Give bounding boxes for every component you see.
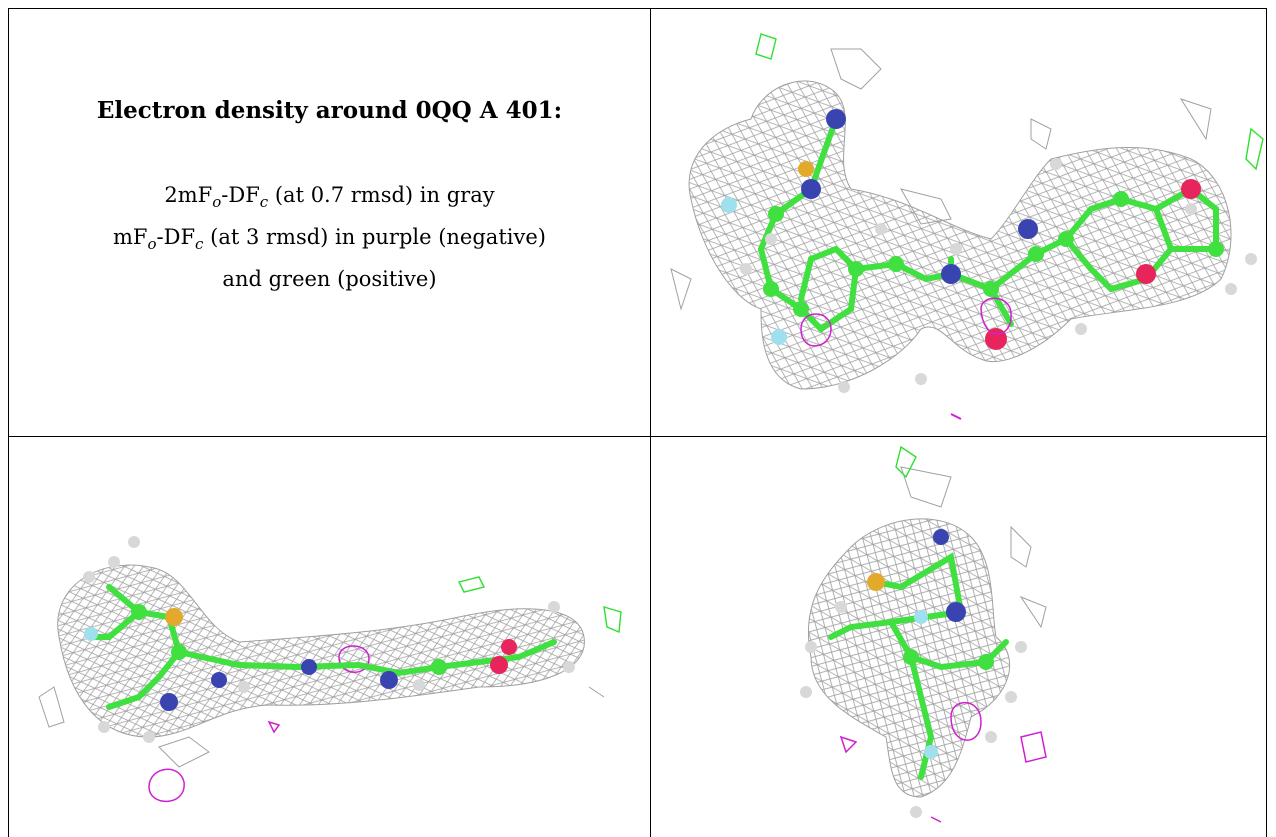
ligand-density-view-3-icon <box>800 445 1047 823</box>
caption-legend: 2mFo-DFc (at 0.7 rmsd) in gray mFo-DFc (… <box>113 178 546 297</box>
table-border-right <box>1266 8 1267 837</box>
density-panel-bottom-right <box>651 437 1266 837</box>
caption-title: Electron density around 0QQ A 401: <box>96 97 563 124</box>
figure-table: Electron density around 0QQ A 401: 2mFo-… <box>8 8 1267 837</box>
density-panel-bottom-left <box>9 437 650 837</box>
caption-cell: Electron density around 0QQ A 401: 2mFo-… <box>9 9 650 436</box>
table-border-left <box>8 8 9 837</box>
table-border-middle-horizontal <box>8 436 1267 437</box>
legend-line-2mfo: 2mFo-DFc (at 0.7 rmsd) in gray <box>164 183 495 212</box>
ligand-density-view-1-icon <box>670 33 1264 420</box>
table-border-top <box>8 8 1267 9</box>
legend-line-green: and green (positive) <box>222 267 437 292</box>
ligand-density-view-2-icon <box>38 536 622 803</box>
table-border-middle-vertical <box>650 8 651 837</box>
density-panel-top-right <box>651 9 1266 436</box>
legend-line-mfo: mFo-DFc (at 3 rmsd) in purple (negative) <box>113 225 546 254</box>
